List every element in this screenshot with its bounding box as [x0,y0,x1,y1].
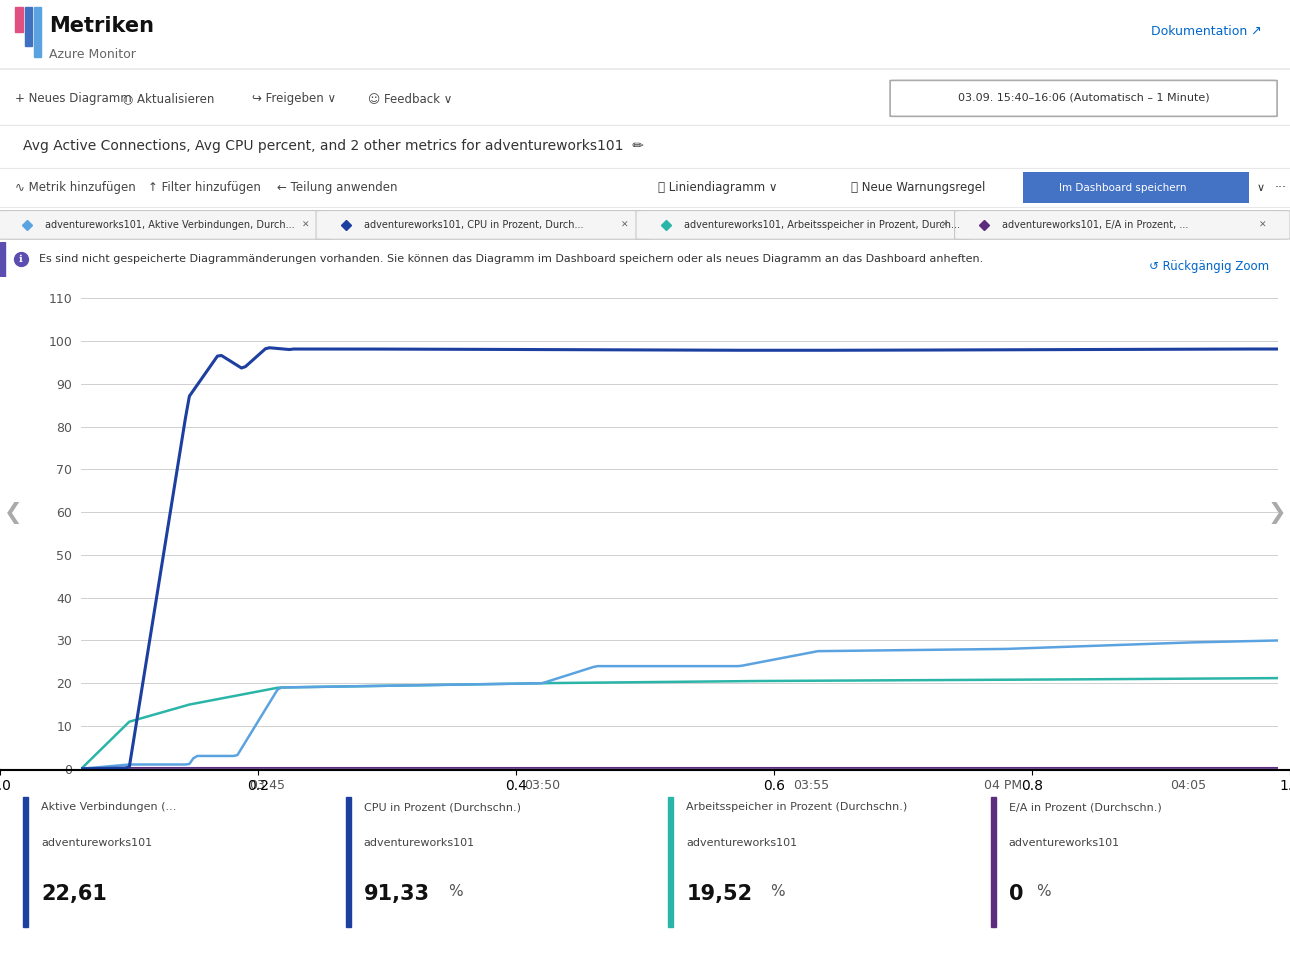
Bar [34,7,41,56]
Bar [25,7,32,46]
Bar [991,796,996,927]
Text: 03.09. 15:40–16:06 (Automatisch – 1 Minute): 03.09. 15:40–16:06 (Automatisch – 1 Minu… [957,93,1210,102]
Text: E/A in Prozent (Durchschn.): E/A in Prozent (Durchschn.) [1009,802,1161,813]
Text: ℹ: ℹ [19,254,22,265]
Bar [0,242,5,277]
Text: adventureworks101, CPU in Prozent, Durch...: adventureworks101, CPU in Prozent, Durch… [364,220,583,230]
Bar [1023,172,1249,203]
FancyBboxPatch shape [890,80,1277,117]
Text: ✕: ✕ [940,221,948,229]
Text: 🔔 Neue Warnungsregel: 🔔 Neue Warnungsregel [851,181,986,194]
Text: Metriken: Metriken [49,15,154,35]
Text: ∿ Metrik hinzufügen: ∿ Metrik hinzufügen [15,181,137,194]
FancyBboxPatch shape [316,210,651,240]
Text: Azure Monitor: Azure Monitor [49,48,135,61]
Text: Aktive Verbindungen (...: Aktive Verbindungen (... [41,802,177,813]
Text: adventureworks101: adventureworks101 [1009,838,1120,848]
FancyBboxPatch shape [636,210,971,240]
Text: 📈 Liniendiagramm ∨: 📈 Liniendiagramm ∨ [658,181,778,194]
Bar [668,796,673,927]
Text: ✕: ✕ [620,221,628,229]
Text: Avg Active Connections, Avg CPU percent, and 2 other metrics for adventureworks1: Avg Active Connections, Avg CPU percent,… [23,138,644,153]
Text: CPU in Prozent (Durchschn.): CPU in Prozent (Durchschn.) [364,802,521,813]
Text: %: % [1036,884,1050,900]
Text: adventureworks101: adventureworks101 [686,838,797,848]
Text: adventureworks101, Aktive Verbindungen, Durch...: adventureworks101, Aktive Verbindungen, … [45,220,295,230]
Text: adventureworks101, E/A in Prozent, ...: adventureworks101, E/A in Prozent, ... [1002,220,1188,230]
Text: ☺ Feedback ∨: ☺ Feedback ∨ [368,92,452,105]
Text: 19,52: 19,52 [686,884,752,904]
Text: ✕: ✕ [1259,221,1267,229]
Text: ↺ Rückgängig Zoom: ↺ Rückgängig Zoom [1149,260,1269,273]
Text: ← Teilung anwenden: ← Teilung anwenden [277,181,397,194]
Text: 22,61: 22,61 [41,884,107,904]
Text: ↪ Freigeben ∨: ↪ Freigeben ∨ [252,92,335,105]
Text: ✕: ✕ [302,221,310,229]
Text: + Neues Diagramm: + Neues Diagramm [15,92,133,105]
Text: ···: ··· [1275,181,1286,194]
Text: %: % [770,884,784,900]
Text: 91,33: 91,33 [364,884,430,904]
FancyBboxPatch shape [955,210,1290,240]
Text: adventureworks101, Arbeitsspeicher in Prozent, Durch...: adventureworks101, Arbeitsspeicher in Pr… [684,220,960,230]
Text: ❮: ❮ [4,502,22,524]
Text: ↑ Filter hinzufügen: ↑ Filter hinzufügen [148,181,261,194]
FancyBboxPatch shape [0,210,333,240]
Text: adventureworks101: adventureworks101 [41,838,152,848]
Text: Es sind nicht gespeicherte Diagrammänderungen vorhanden. Sie können das Diagramm: Es sind nicht gespeicherte Diagrammänder… [39,254,983,265]
Text: 0: 0 [1009,884,1023,904]
Text: %: % [448,884,462,900]
Text: Dokumentation ↗: Dokumentation ↗ [1151,25,1262,38]
Text: adventureworks101: adventureworks101 [364,838,475,848]
Bar [23,796,28,927]
Text: Im Dashboard speichern: Im Dashboard speichern [1059,182,1186,193]
Text: ∨: ∨ [1256,182,1264,193]
Bar [15,7,23,32]
Text: Arbeitsspeicher in Prozent (Durchschn.): Arbeitsspeicher in Prozent (Durchschn.) [686,802,908,813]
Bar [346,796,351,927]
Text: ○ Aktualisieren: ○ Aktualisieren [123,92,214,105]
Text: ❯: ❯ [1268,502,1286,524]
